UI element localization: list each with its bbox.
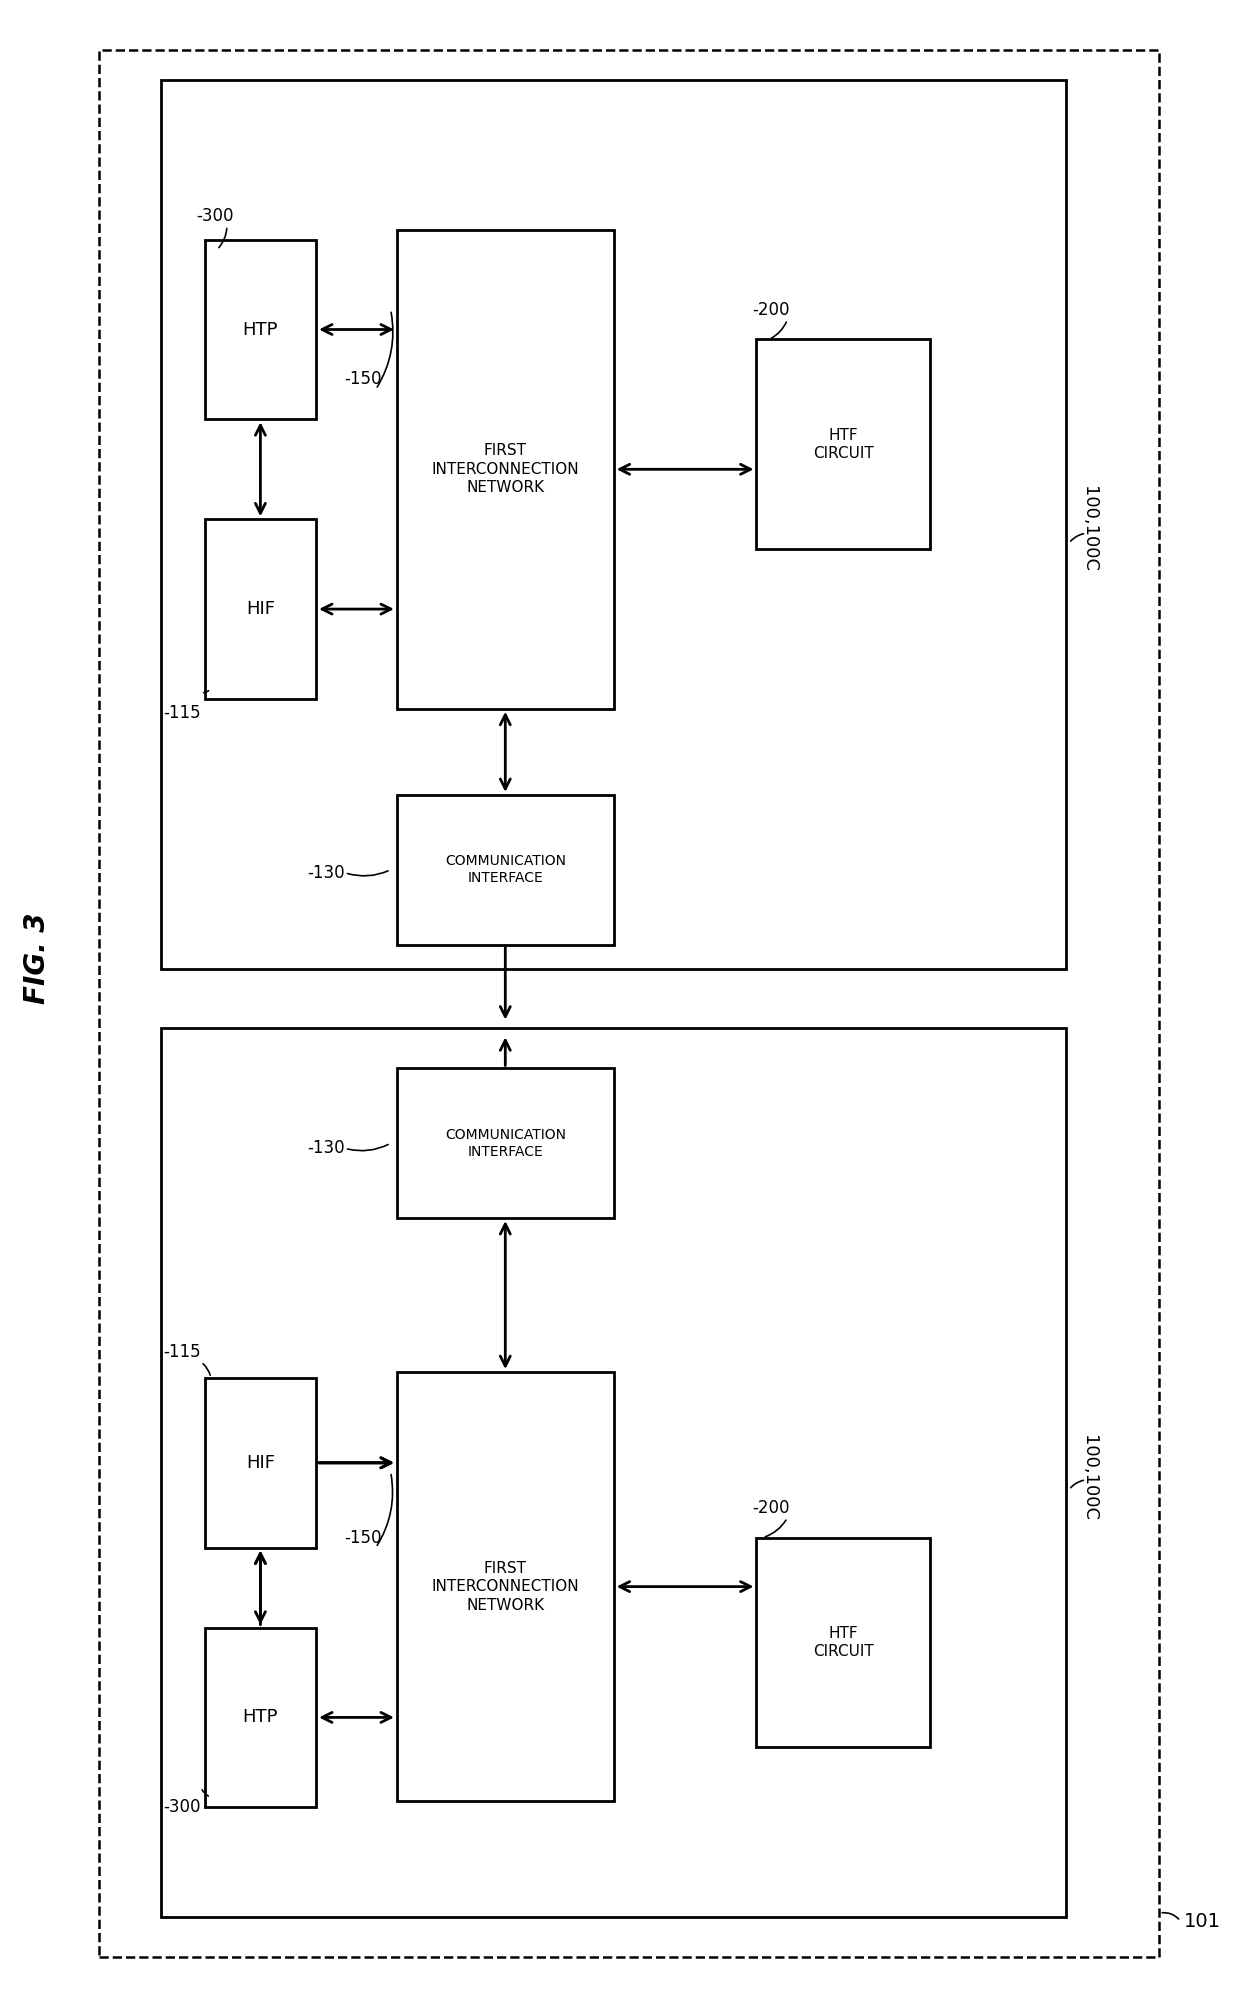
Text: -300: -300 [196,206,233,226]
Text: 100,100C: 100,100C [1080,485,1097,573]
Bar [205,519,316,699]
Bar [161,80,1066,969]
Text: HTP: HTP [243,1707,278,1727]
Text: FIRST
INTERCONNECTION
NETWORK: FIRST INTERCONNECTION NETWORK [432,1560,579,1614]
Bar [397,1372,614,1801]
Bar [99,50,1159,1957]
Text: HTP: HTP [243,320,278,339]
Text: -150: -150 [345,1528,382,1548]
Text: HTF
CIRCUIT: HTF CIRCUIT [813,1626,873,1660]
Text: -130: -130 [308,863,345,883]
Text: 100,100C: 100,100C [1080,1434,1097,1522]
Text: 101: 101 [1184,1911,1221,1931]
Bar [205,240,316,419]
Text: HIF: HIF [246,599,275,619]
Text: -115: -115 [164,1342,201,1362]
Text: HIF: HIF [246,1454,275,1472]
Bar [397,230,614,709]
Text: -130: -130 [308,1138,345,1158]
Bar [397,795,614,945]
Text: HTF
CIRCUIT: HTF CIRCUIT [813,427,873,461]
Text: FIG. 3: FIG. 3 [24,913,51,1004]
Bar [205,1378,316,1548]
Bar [756,339,930,549]
Text: -150: -150 [345,369,382,389]
Text: -200: -200 [753,1498,790,1518]
Text: COMMUNICATION
INTERFACE: COMMUNICATION INTERFACE [445,855,565,885]
Text: -300: -300 [164,1797,201,1817]
Text: -200: -200 [753,300,790,320]
Text: -115: -115 [164,703,201,723]
Text: COMMUNICATION
INTERFACE: COMMUNICATION INTERFACE [445,1128,565,1158]
Bar [205,1628,316,1807]
Bar [756,1538,930,1747]
Bar [397,1068,614,1218]
Text: FIRST
INTERCONNECTION
NETWORK: FIRST INTERCONNECTION NETWORK [432,443,579,495]
Bar [161,1028,1066,1917]
